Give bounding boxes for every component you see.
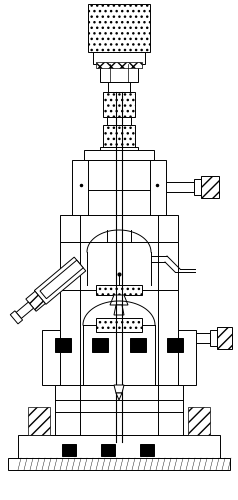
Polygon shape [194, 179, 201, 195]
Polygon shape [62, 444, 76, 456]
Polygon shape [84, 150, 154, 160]
Polygon shape [217, 327, 232, 349]
Polygon shape [40, 260, 83, 298]
Polygon shape [28, 407, 50, 435]
Polygon shape [103, 125, 135, 147]
Polygon shape [178, 330, 196, 385]
Polygon shape [55, 338, 71, 352]
Polygon shape [210, 330, 217, 346]
Polygon shape [166, 182, 194, 192]
Polygon shape [10, 311, 23, 324]
Polygon shape [88, 4, 150, 52]
Polygon shape [100, 147, 138, 160]
Polygon shape [100, 64, 138, 82]
Polygon shape [8, 458, 230, 470]
Polygon shape [96, 285, 142, 295]
Polygon shape [130, 338, 146, 352]
Polygon shape [34, 257, 86, 304]
Polygon shape [188, 407, 210, 435]
Polygon shape [114, 385, 124, 393]
Polygon shape [110, 295, 128, 305]
Polygon shape [96, 62, 142, 68]
Polygon shape [101, 444, 115, 456]
Polygon shape [42, 330, 60, 385]
Polygon shape [16, 302, 34, 318]
Polygon shape [26, 292, 45, 312]
Polygon shape [114, 305, 124, 315]
Polygon shape [60, 242, 178, 290]
Polygon shape [116, 393, 122, 400]
Polygon shape [103, 92, 135, 117]
Polygon shape [107, 117, 131, 125]
Polygon shape [140, 444, 154, 456]
Polygon shape [96, 318, 142, 332]
Polygon shape [55, 385, 183, 435]
Polygon shape [93, 52, 145, 64]
Polygon shape [18, 435, 220, 460]
Polygon shape [196, 333, 210, 343]
Polygon shape [72, 160, 166, 215]
Polygon shape [92, 338, 108, 352]
Polygon shape [201, 176, 219, 198]
Polygon shape [108, 82, 130, 92]
Polygon shape [60, 290, 178, 385]
Polygon shape [167, 338, 183, 352]
Polygon shape [60, 215, 178, 242]
